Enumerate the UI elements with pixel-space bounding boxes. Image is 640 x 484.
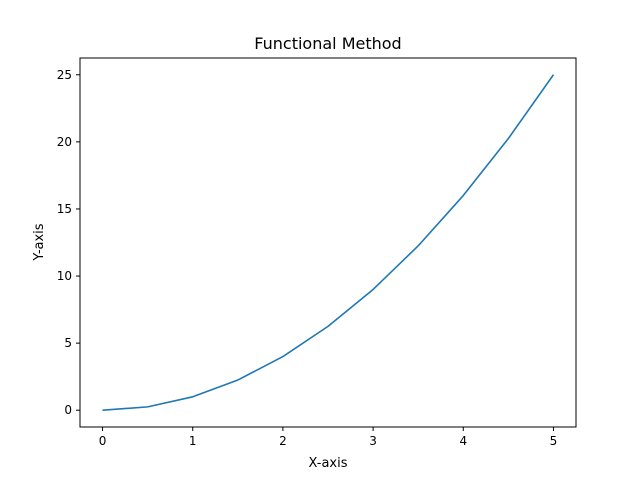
series-line [102,74,555,412]
plot-area [79,57,577,428]
plot-frame [79,57,577,428]
x-tick-label: 0 [99,434,107,448]
y-tick-label: 25 [57,68,72,82]
y-tick-label: 20 [57,135,72,149]
x-tick-label: 3 [369,434,377,448]
x-tick-label: 1 [189,434,197,448]
chart-title: Functional Method [254,34,401,53]
x-tick-label: 4 [459,434,467,448]
y-tick-label: 0 [64,403,72,417]
series-layer [102,74,555,412]
x-axis-label: X-axis [309,456,348,471]
x-tick-label: 5 [550,434,558,448]
x-axis-ticks: 0 1 2 3 4 5 [99,427,558,448]
y-tick-label: 5 [64,336,72,350]
y-axis-label: Y-axis [32,223,47,261]
y-tick-label: 10 [57,269,72,283]
y-axis-ticks: 0 5 10 15 20 25 [57,68,80,417]
y-tick-label: 15 [57,202,72,216]
x-tick-label: 2 [279,434,287,448]
